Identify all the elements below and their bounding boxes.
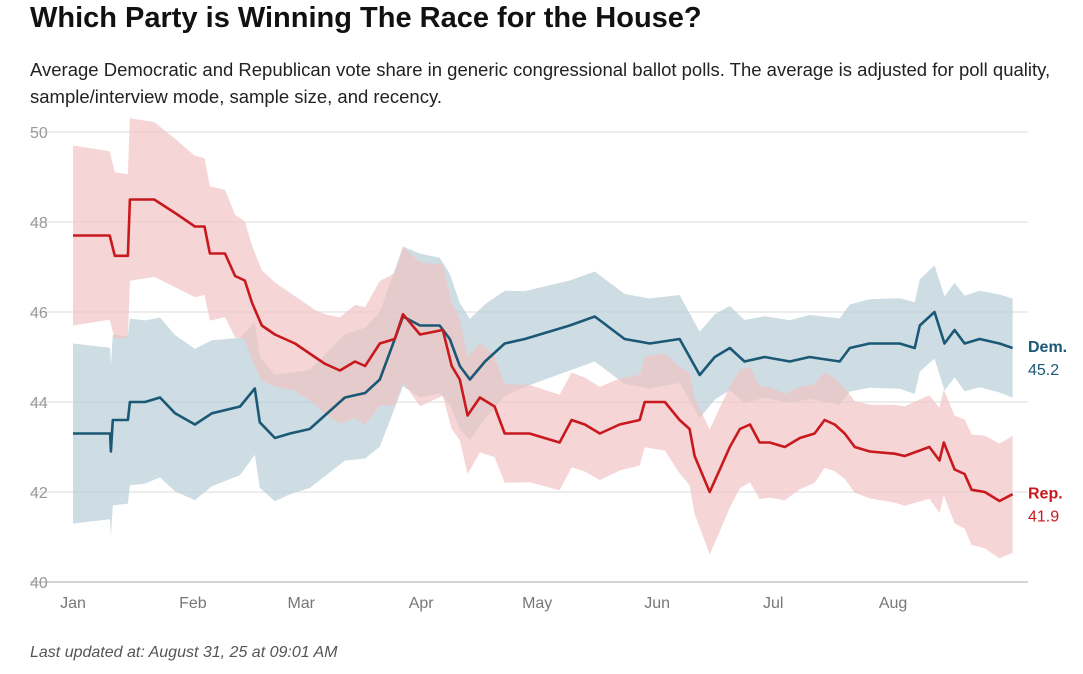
- y-tick-label: 46: [30, 305, 48, 322]
- rep-last-value-label: 41.9: [1028, 508, 1059, 525]
- rep-confidence-band: [73, 118, 1013, 559]
- x-tick-label-feb: Feb: [179, 595, 207, 612]
- y-tick-label: 50: [30, 125, 48, 142]
- tick-labels: 40 42 44 46 48 50 Jan Feb Mar Apr May Jun Jul Aug Dem.…: [30, 125, 1067, 612]
- chart-title: Which Party is Winning The Race for the …: [30, 2, 702, 34]
- dem-confidence-band: [73, 246, 1013, 538]
- x-tick-label-jun: Jun: [644, 595, 670, 612]
- x-tick-label-apr: Apr: [409, 595, 435, 612]
- y-tick-label: 44: [30, 395, 48, 412]
- last-updated: Last updated at: August 31, 25 at 09:01 …: [30, 644, 338, 661]
- x-tick-label-may: May: [522, 595, 552, 612]
- series-lines: [73, 198, 1014, 503]
- rep-series-line: [73, 198, 1014, 503]
- y-tick-label: 42: [30, 485, 48, 502]
- x-tick-label-mar: Mar: [287, 595, 315, 612]
- dem-series-name-label: Dem.: [1028, 339, 1067, 356]
- x-tick-label-jul: Jul: [763, 595, 783, 612]
- dem-last-value-label: 45.2: [1028, 362, 1059, 379]
- y-tick-label: 40: [30, 575, 48, 592]
- rep-series-name-label: Rep.: [1028, 485, 1063, 502]
- y-tick-label: 48: [30, 215, 48, 232]
- dem-series-line: [73, 310, 1014, 453]
- chart-subtitle: Average Democratic and Republican vote s…: [30, 59, 1051, 107]
- x-tick-label-jan: Jan: [60, 595, 86, 612]
- x-tick-label-aug: Aug: [879, 595, 907, 612]
- confidence-bands: [73, 118, 1013, 559]
